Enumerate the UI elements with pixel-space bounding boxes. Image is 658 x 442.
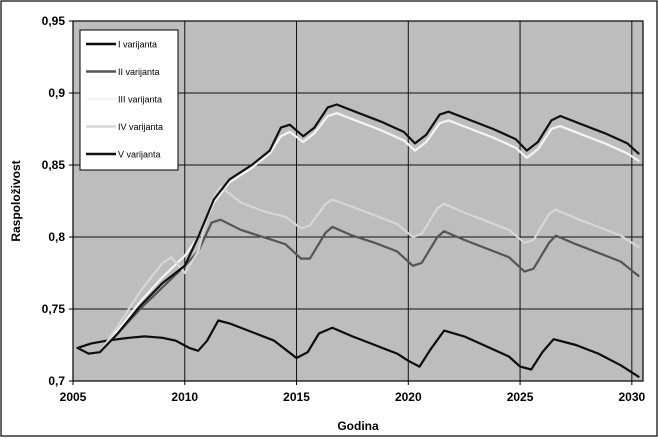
- plot-border: [72, 20, 644, 382]
- y-tick-label: 0,85: [42, 158, 66, 172]
- series-line-3: [76, 112, 640, 355]
- series-line-2: [76, 218, 640, 355]
- x-tick-label: 2025: [507, 390, 534, 404]
- x-tick-label: 2015: [283, 390, 310, 404]
- series-lines: [76, 103, 640, 378]
- x-tick-label: 2010: [171, 390, 198, 404]
- series-line-5: [76, 103, 640, 355]
- legend-label-5: V varijanta: [118, 150, 161, 160]
- legend: I varijanta II varijanta III varijanta IV v…: [79, 29, 179, 171]
- x-tick-labels: 2005 2010 2015 2020 2025 2030: [60, 381, 645, 404]
- y-axis-title: Raspoloživost: [9, 160, 23, 241]
- y-tick-label: 0,75: [42, 302, 66, 316]
- y-tick-label: 0,7: [48, 374, 65, 388]
- x-axis-title: Godina: [337, 419, 379, 433]
- legend-label-3: III varijanta: [118, 95, 162, 105]
- x-tick-label: 2005: [60, 390, 87, 404]
- legend-label-4: IV varijanta: [118, 122, 163, 132]
- y-tick-label: 0,9: [48, 86, 65, 100]
- legend-label-1: I varijanta: [118, 40, 157, 50]
- legend-label-2: II varijanta: [118, 67, 160, 77]
- y-tick-label: 0,8: [48, 230, 65, 244]
- y-tick-labels: 0,7 0,75 0,8 0,85 0,9 0,95: [42, 14, 73, 388]
- x-tick-label: 2030: [618, 390, 645, 404]
- series-line-1: [76, 319, 640, 378]
- x-tick-label: 2020: [395, 390, 422, 404]
- series-line-4: [76, 185, 640, 355]
- y-tick-label: 0,95: [42, 14, 66, 28]
